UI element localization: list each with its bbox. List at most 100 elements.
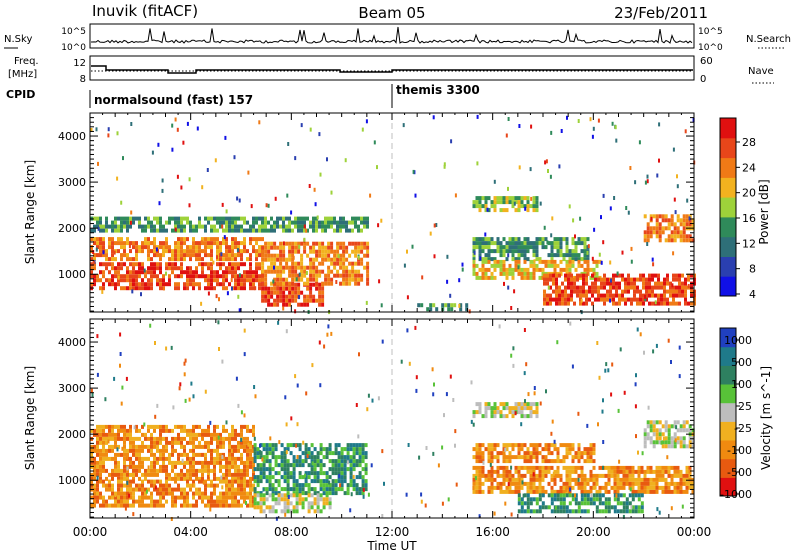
range-cell (120, 452, 123, 457)
range-cell (432, 115, 435, 120)
range-cell (523, 249, 527, 254)
range-cell (105, 220, 108, 225)
range-cell (204, 286, 207, 291)
range-cell (150, 274, 153, 279)
range-cell (123, 452, 126, 457)
range-cell (213, 432, 216, 437)
range-cell (481, 237, 485, 242)
range-cell (365, 300, 368, 305)
range-cell (255, 262, 258, 267)
range-cell (604, 497, 608, 502)
range-cell (553, 267, 557, 272)
range-cell (594, 297, 597, 302)
range-cell (482, 460, 485, 465)
range-cell (96, 220, 99, 225)
range-cell (156, 403, 159, 408)
range-cell (177, 245, 180, 250)
range-cell (547, 263, 551, 268)
range-cell (132, 499, 135, 504)
range-cell (246, 456, 249, 461)
nsky-label: N.Sky (4, 34, 32, 45)
range-cell (180, 266, 183, 271)
range-cell (543, 277, 546, 282)
range-cell (658, 234, 662, 239)
nsky-series (91, 26, 693, 44)
range-cell (186, 220, 189, 225)
range-cell (633, 285, 636, 290)
range-cell (132, 479, 135, 484)
range-cell (334, 491, 338, 496)
range-cell (502, 208, 506, 213)
range-cell (180, 444, 183, 449)
range-cell (520, 245, 524, 250)
range-cell (141, 456, 144, 461)
range-cell (679, 424, 683, 429)
range-cell (258, 266, 261, 271)
range-cell (600, 281, 603, 286)
range-cell (613, 485, 617, 490)
range-cell (198, 241, 201, 246)
range-cell (135, 468, 138, 473)
range-cell (649, 420, 653, 425)
range-cell (99, 253, 102, 258)
range-cell (105, 432, 108, 437)
range-cell (643, 485, 647, 490)
range-cell (135, 253, 138, 258)
range-cell (180, 476, 183, 481)
range-cell (562, 481, 566, 486)
range-cell (512, 346, 515, 351)
range-cell (574, 509, 578, 514)
range-cell (186, 266, 189, 271)
range-cell (124, 506, 127, 511)
range-cell (493, 469, 497, 474)
range-cell (343, 459, 347, 464)
colorbar-band (720, 236, 736, 257)
range-cell (657, 301, 660, 306)
range-cell (678, 301, 681, 306)
range-cell (117, 428, 120, 433)
range-cell (565, 245, 569, 250)
range-cell (348, 253, 352, 258)
range-cell (435, 307, 439, 312)
range-cell (286, 487, 290, 492)
range-cell (198, 286, 201, 291)
range-cell (108, 483, 111, 488)
range-cell (222, 237, 225, 242)
range-cell (324, 273, 328, 278)
range-cell (535, 485, 539, 490)
range-cell (639, 293, 642, 298)
range-cell (533, 386, 536, 390)
range-cell (670, 424, 674, 429)
range-cell (111, 448, 114, 453)
range-cell (153, 245, 156, 250)
range-cell (280, 497, 284, 502)
range-cell (640, 505, 644, 510)
range-cell (292, 479, 296, 484)
range-cell (222, 241, 225, 246)
range-cell (195, 282, 198, 287)
range-cell (297, 224, 300, 229)
range-cell (544, 245, 548, 250)
range-cell (642, 281, 645, 286)
range-cell (279, 269, 283, 274)
range-cell (204, 274, 207, 279)
range-cell (144, 472, 147, 477)
range-cell (517, 443, 521, 448)
range-cell (550, 489, 554, 494)
range-cell (546, 293, 549, 298)
range-cell (234, 487, 237, 492)
range-cell (246, 472, 249, 477)
range-cell (326, 157, 328, 162)
range-cell (472, 271, 476, 276)
range-cell (511, 455, 515, 460)
range-cell (262, 447, 266, 452)
range-cell (655, 428, 659, 433)
range-cell (336, 257, 340, 262)
range-cell (292, 487, 296, 492)
range-cell (99, 464, 102, 469)
range-cell (547, 469, 551, 474)
range-cell (283, 487, 287, 492)
range-cell (328, 480, 331, 485)
range-cell (210, 270, 213, 275)
range-cell (633, 277, 636, 282)
